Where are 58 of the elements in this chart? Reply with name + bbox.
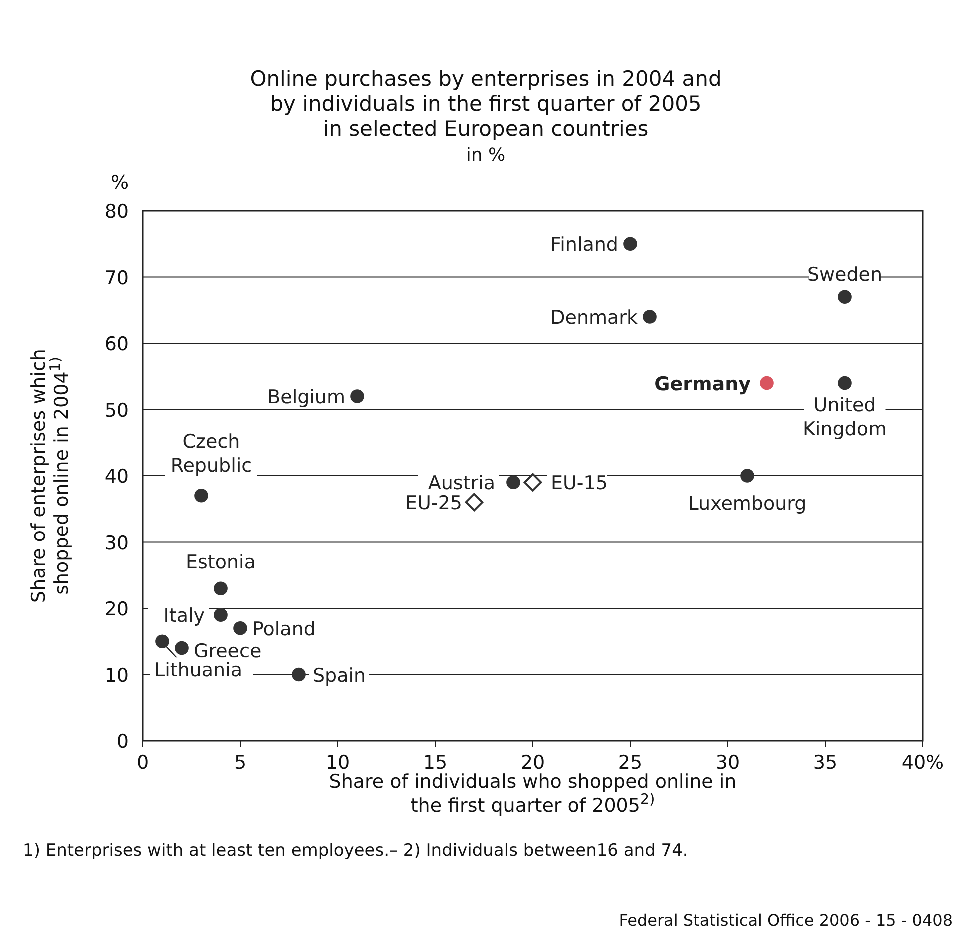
annotation: Poland	[252, 618, 316, 640]
y-tick-label: 40	[104, 466, 129, 488]
x-tick-label: 10	[326, 752, 350, 774]
annotation: Luxembourg	[688, 493, 807, 515]
point	[175, 641, 189, 656]
y-tick-label: 30	[104, 532, 129, 554]
point	[838, 290, 852, 304]
y-tick-label: 60	[104, 334, 129, 356]
point	[292, 668, 306, 682]
x-tick-label: 0	[136, 752, 150, 774]
x-tick-label: 30	[716, 752, 740, 774]
point	[214, 608, 228, 622]
x-tick-label: 5	[234, 752, 247, 774]
point	[350, 390, 364, 404]
chart-subtitle: in %	[466, 145, 506, 166]
chart-title: Online purchases by enterprises in 2004 and by individuals in the first quarter of 2005 in selected European countries	[250, 67, 722, 141]
point	[234, 621, 248, 636]
point	[624, 237, 638, 252]
text: 1) Enterprises with at least ten employees.– 2) Individuals between16 and 74.	[23, 841, 688, 861]
text: Federal Statistical Office 2006 - 15 - 0408	[619, 911, 953, 930]
x-tick-label: 35	[813, 752, 838, 774]
annotation: Czech Republic	[170, 430, 252, 477]
annotation: Lithuania	[154, 660, 243, 682]
annotation: United Kingdom	[802, 394, 888, 440]
point	[214, 582, 228, 596]
x-tick-label: 25	[618, 752, 643, 774]
annotation: Denmark	[550, 307, 638, 329]
point	[838, 376, 852, 390]
point	[156, 634, 170, 649]
annotation: Greece	[194, 640, 262, 662]
annotation: Finland	[550, 234, 618, 256]
x-axis-title: Share of individuals who shopped online in the first quarter of 2005$^{2)}$	[329, 771, 737, 817]
point	[760, 376, 774, 390]
point	[194, 488, 208, 503]
y-tick-label: 10	[104, 664, 129, 687]
y-tick-label: 0	[116, 731, 129, 753]
y-tick-label: 80	[104, 201, 129, 223]
point	[643, 310, 657, 324]
annotation: Spain	[313, 664, 366, 687]
annotation: EU-25	[406, 492, 462, 514]
point	[506, 476, 520, 490]
text: %	[110, 172, 129, 194]
y-tick-label: 20	[104, 598, 129, 620]
annotation: Austria	[428, 472, 496, 495]
annotation: Belgium	[268, 386, 346, 408]
annotation: Sweden	[807, 264, 883, 286]
y-tick-label: 70	[104, 267, 129, 290]
x-tick-label: 40%	[902, 752, 944, 774]
point	[740, 469, 754, 483]
point	[465, 493, 484, 512]
annotation: Germany	[654, 373, 752, 396]
x-tick-label: 15	[423, 752, 448, 774]
point	[524, 473, 542, 492]
annotation: Italy	[164, 605, 205, 628]
y-tick-label: 50	[104, 400, 129, 422]
annotation: EU-15	[551, 472, 608, 495]
annotation: Estonia	[186, 552, 256, 574]
x-tick-label: 20	[520, 752, 546, 774]
